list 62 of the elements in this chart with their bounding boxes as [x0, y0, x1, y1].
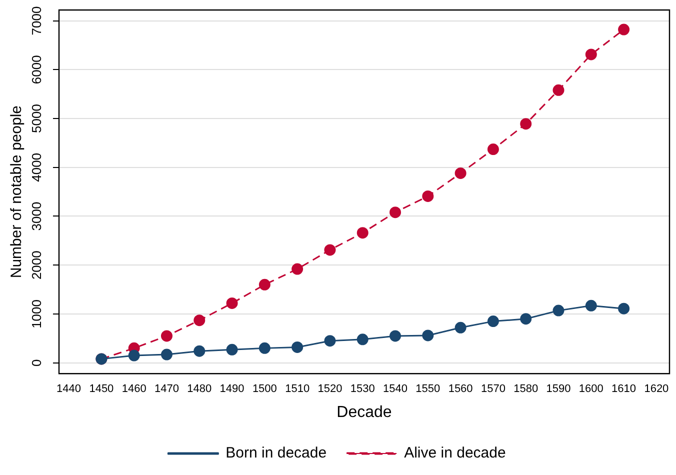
point	[390, 330, 402, 342]
x-tick-label: 1590	[546, 383, 571, 396]
x-tick-label: 1510	[285, 383, 310, 396]
point	[454, 322, 466, 334]
y-tick-label: 3000	[29, 202, 44, 231]
y-tick-label: 5000	[29, 104, 44, 133]
y-tick-label: 2000	[29, 250, 44, 280]
point	[194, 314, 206, 326]
legend-label: Alive in decade	[404, 444, 506, 462]
point	[258, 278, 270, 290]
point	[422, 190, 434, 202]
legend-label: Born in decade	[226, 444, 327, 462]
point	[585, 48, 597, 60]
point	[160, 330, 172, 342]
y-tick-label: 7000	[29, 6, 44, 36]
point	[194, 345, 206, 357]
x-tick-label: 1460	[122, 383, 146, 396]
x-tick-label: 1580	[514, 383, 538, 396]
x-tick-label: 1600	[578, 383, 604, 396]
y-axis-title: Number of notable people	[8, 105, 26, 278]
point	[324, 244, 336, 256]
x-tick-label: 1500	[252, 383, 277, 396]
point	[487, 316, 499, 328]
x-tick-label: 1480	[187, 383, 212, 396]
x-tick-label: 1560	[448, 383, 473, 396]
x-tick-label: 1570	[480, 383, 506, 396]
point	[324, 335, 336, 347]
point	[618, 24, 630, 36]
point	[226, 297, 238, 309]
x-tick-label: 1620	[644, 383, 669, 396]
point	[454, 167, 466, 179]
x-tick-label: 1610	[612, 383, 636, 396]
x-tick-label: 1440	[56, 383, 82, 396]
point	[422, 330, 434, 342]
x-tick-label: 1490	[220, 383, 244, 396]
x-tick-label: 1450	[89, 383, 114, 396]
point	[356, 227, 368, 239]
y-tick-label: 6000	[29, 55, 44, 84]
point	[258, 342, 270, 354]
y-tick-label: 4000	[29, 152, 44, 182]
point	[160, 348, 172, 360]
point	[618, 302, 630, 314]
x-axis-title: Decade	[336, 404, 392, 421]
point	[520, 313, 532, 325]
point	[128, 350, 140, 362]
point	[292, 341, 304, 353]
point	[226, 344, 238, 356]
x-tick-label: 1530	[350, 383, 375, 396]
point	[520, 118, 532, 130]
point	[390, 206, 402, 218]
x-tick-label: 1540	[383, 383, 408, 396]
point	[585, 300, 597, 312]
point	[487, 144, 499, 156]
point	[356, 334, 368, 346]
x-tick-label: 1470	[154, 383, 179, 396]
point	[292, 263, 304, 275]
y-tick-label: 0	[29, 359, 44, 366]
point	[552, 304, 564, 316]
x-tick-label: 1520	[318, 383, 342, 396]
y-tick-label: 1000	[29, 300, 44, 328]
x-tick-label: 1550	[416, 383, 440, 396]
point	[552, 84, 564, 96]
